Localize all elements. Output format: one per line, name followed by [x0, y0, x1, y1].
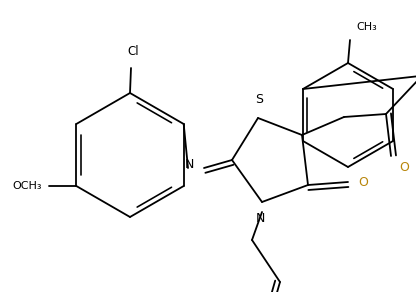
Text: N: N — [185, 157, 194, 171]
Text: O: O — [358, 175, 368, 189]
Text: OCH₃: OCH₃ — [13, 181, 42, 191]
Text: O: O — [399, 161, 409, 174]
Text: Cl: Cl — [127, 45, 139, 58]
Text: N: N — [255, 212, 265, 225]
Text: CH₃: CH₃ — [356, 22, 377, 32]
Text: S: S — [255, 93, 263, 106]
